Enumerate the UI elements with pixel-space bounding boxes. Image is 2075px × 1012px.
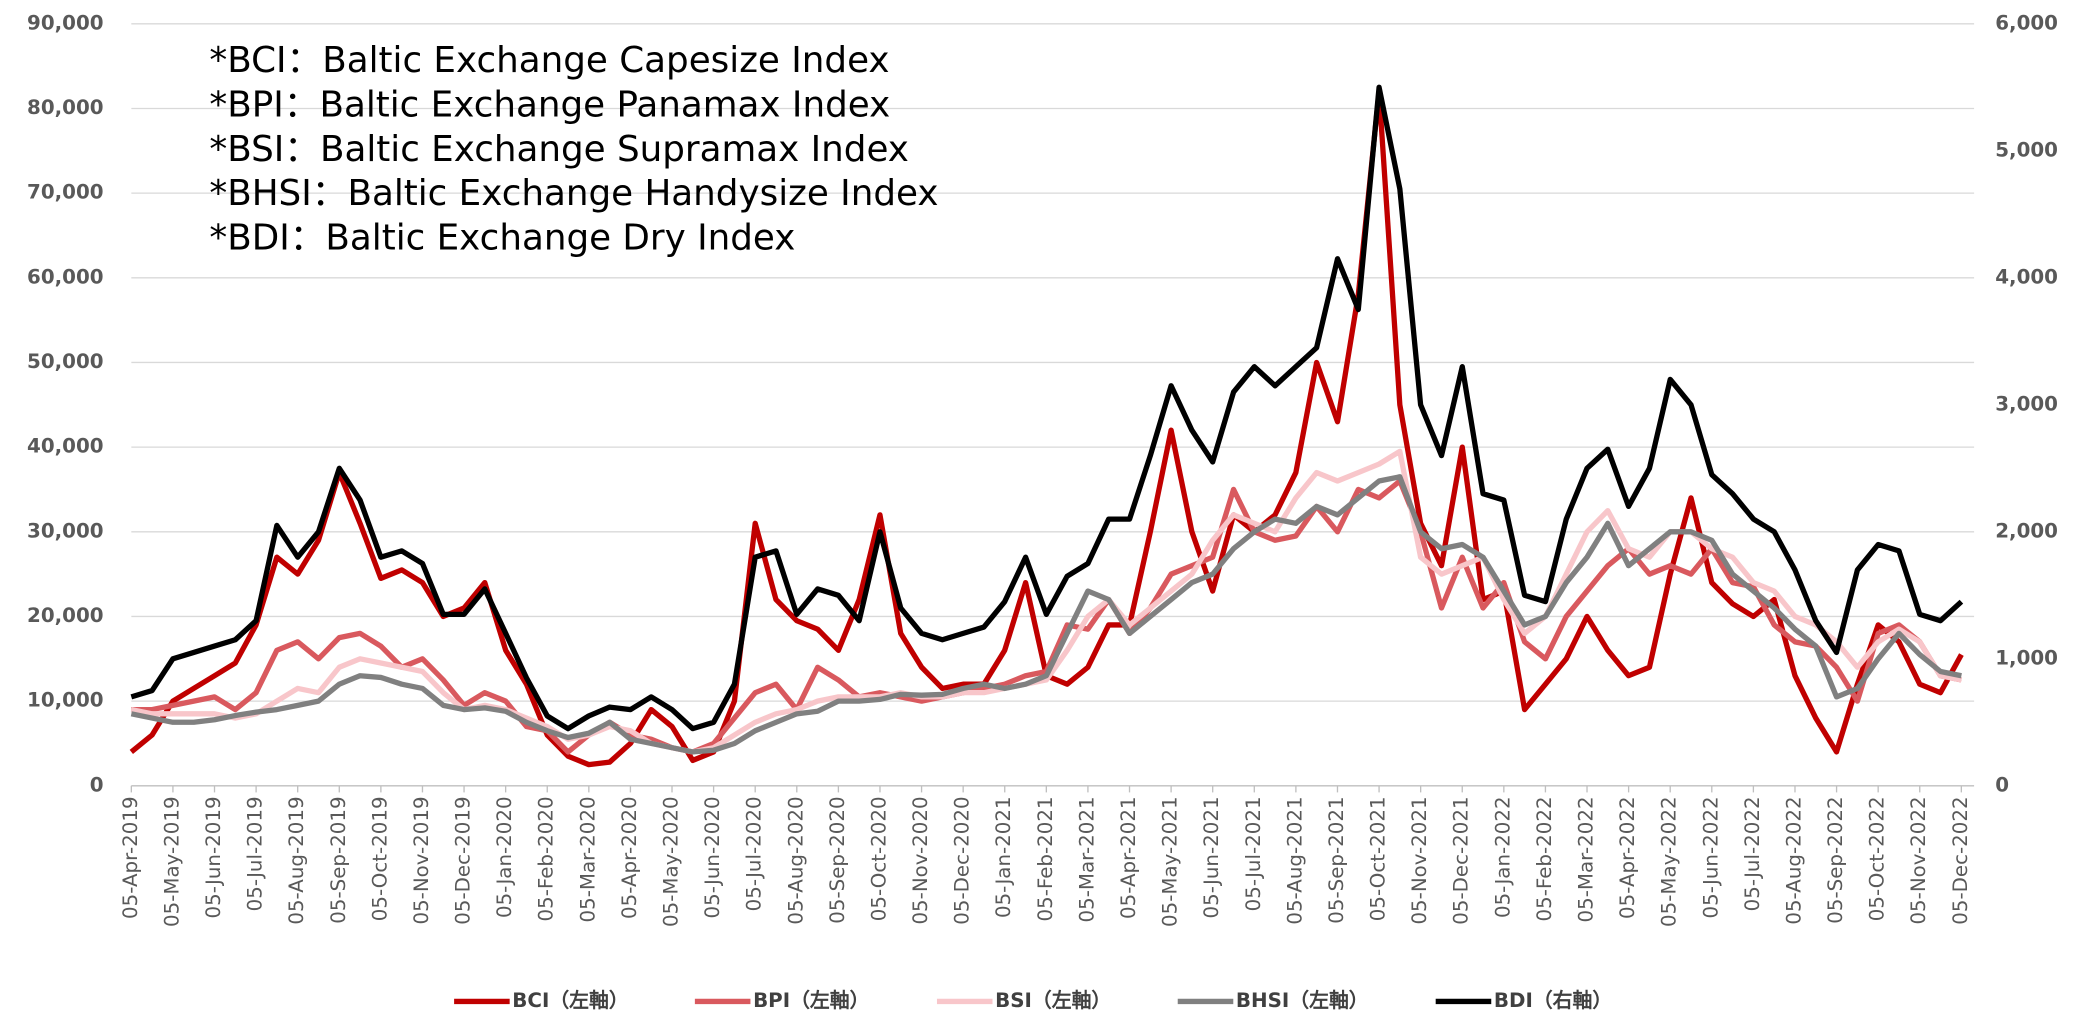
- annotation: *BSI：Baltic Exchange Supramax Index: [209, 129, 909, 170]
- x-tick-label: 05-May-2019: [160, 796, 183, 927]
- y2-tick-label: 3,000: [1995, 392, 2058, 415]
- legend-label: BHSI（左軸）: [1236, 989, 1369, 1012]
- x-tick-label: 05-May-2021: [1159, 796, 1182, 927]
- y2-tick-label: 1,000: [1995, 646, 2058, 669]
- x-tick-label: 05-Oct-2019: [368, 796, 391, 921]
- x-tick-label: 05-Aug-2021: [1283, 796, 1306, 924]
- annotation: *BDI：Baltic Exchange Dry Index: [209, 217, 795, 258]
- x-tick-label: 05-Apr-2021: [1117, 796, 1140, 919]
- y2-tick-label: 6,000: [1995, 11, 2058, 34]
- legend-label: BPI（左軸）: [753, 989, 869, 1012]
- x-tick-label: 05-Jun-2022: [1699, 796, 1722, 918]
- x-tick-label: 05-Dec-2022: [1949, 796, 1972, 924]
- x-tick-label: 05-Feb-2021: [1034, 796, 1057, 921]
- x-tick-label: 05-Feb-2022: [1533, 796, 1556, 921]
- x-tick-label: 05-Mar-2020: [576, 796, 599, 922]
- x-tick-label: 05-Mar-2021: [1075, 796, 1098, 922]
- x-tick-label: 05-Jun-2020: [701, 796, 724, 918]
- legend-label: BCI（左軸）: [512, 989, 628, 1012]
- x-tick-label: 05-Dec-2021: [1450, 796, 1473, 924]
- annotation: *BCI：Baltic Exchange Capesize Index: [209, 40, 889, 81]
- x-tick-label: 05-Sep-2022: [1824, 796, 1847, 923]
- legend-label: BDI（右軸）: [1494, 989, 1612, 1012]
- x-tick-label: 05-Oct-2020: [867, 796, 890, 921]
- y-tick-label: 30,000: [27, 519, 104, 542]
- x-tick-label: 05-Mar-2022: [1575, 796, 1598, 922]
- x-tick-label: 05-Apr-2020: [618, 796, 641, 919]
- x-tick-label: 05-Jul-2022: [1741, 796, 1764, 911]
- x-tick-label: 05-Jan-2022: [1491, 796, 1514, 918]
- y2-tick-label: 0: [1995, 773, 2009, 796]
- x-tick-label: 05-Jul-2019: [244, 796, 267, 911]
- y-tick-label: 40,000: [27, 435, 104, 458]
- y2-tick-label: 4,000: [1995, 265, 2058, 288]
- x-tick-label: 05-Jan-2020: [493, 796, 516, 918]
- annotation: *BHSI：Baltic Exchange Handysize Index: [209, 173, 938, 214]
- x-tick-label: 05-Sep-2021: [1325, 796, 1348, 923]
- annotation: *BPI：Baltic Exchange Panamax Index: [209, 84, 890, 125]
- x-tick-label: 05-Nov-2022: [1907, 796, 1930, 924]
- x-tick-label: 05-Aug-2022: [1782, 796, 1805, 924]
- x-tick-label: 05-May-2022: [1658, 796, 1681, 927]
- x-tick-label: 05-Sep-2020: [826, 796, 849, 923]
- x-tick-label: 05-Apr-2019: [119, 796, 142, 919]
- x-tick-label: 05-Nov-2019: [410, 796, 433, 924]
- x-tick-label: 05-Oct-2022: [1866, 796, 1889, 921]
- x-tick-label: 05-Jul-2021: [1242, 796, 1265, 911]
- y-tick-label: 0: [90, 773, 104, 796]
- x-tick-label: 05-Jun-2021: [1200, 796, 1223, 918]
- y-tick-label: 50,000: [27, 350, 104, 373]
- series-line: [130, 448, 1962, 755]
- x-tick-label: 05-Jan-2021: [992, 796, 1015, 918]
- y2-tick-label: 5,000: [1995, 138, 2058, 161]
- x-tick-label: 05-Jul-2020: [743, 796, 766, 911]
- y2-tick-label: 2,000: [1995, 519, 2058, 542]
- x-tick-label: 05-Aug-2020: [784, 796, 807, 924]
- x-tick-label: 05-Apr-2022: [1616, 796, 1639, 919]
- x-tick-label: 05-Jun-2019: [202, 796, 225, 918]
- x-tick-label: 05-Feb-2020: [535, 796, 558, 921]
- series-line: [130, 84, 1964, 732]
- x-tick-label: 05-Dec-2020: [951, 796, 974, 924]
- y-tick-label: 10,000: [27, 689, 104, 712]
- series-line: [130, 474, 1962, 755]
- x-tick-label: 05-Nov-2020: [909, 796, 932, 924]
- x-tick-label: 05-Oct-2021: [1367, 796, 1390, 921]
- y-tick-label: 80,000: [27, 96, 104, 119]
- y-tick-label: 60,000: [27, 265, 104, 288]
- y-tick-label: 90,000: [27, 11, 104, 34]
- x-tick-label: 05-Sep-2019: [327, 796, 350, 923]
- x-tick-label: 05-May-2020: [660, 796, 683, 927]
- x-tick-label: 05-Nov-2021: [1408, 796, 1431, 924]
- legend-label: BSI（左軸）: [995, 989, 1111, 1012]
- y-tick-label: 70,000: [27, 181, 104, 204]
- x-tick-label: 05-Aug-2019: [285, 796, 308, 924]
- x-tick-label: 05-Dec-2019: [452, 796, 475, 924]
- y-tick-label: 20,000: [27, 604, 104, 627]
